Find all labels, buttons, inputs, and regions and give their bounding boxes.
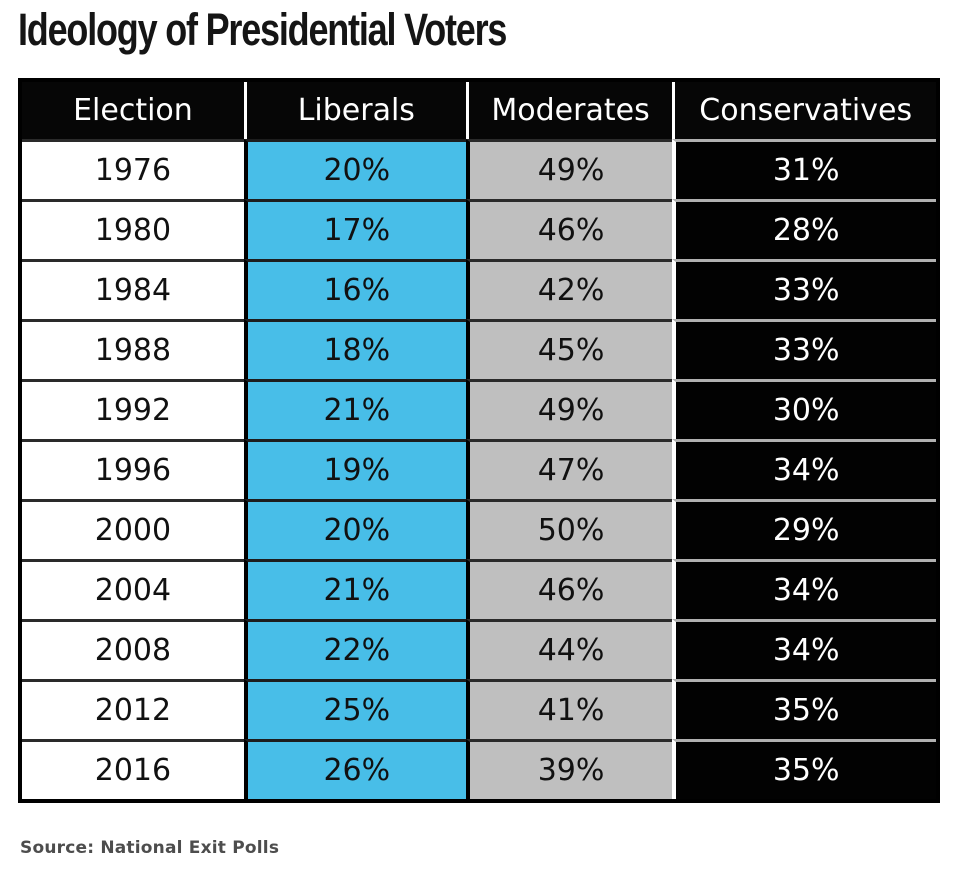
cell-liberals: 19% <box>243 439 466 499</box>
table-row: 1984 16% 42% 33% <box>22 259 936 319</box>
cell-liberals: 16% <box>243 259 466 319</box>
page-title: Ideology of Presidential Voters <box>18 4 507 55</box>
cell-moderates: 47% <box>465 439 673 499</box>
cell-election: 1996 <box>22 439 244 499</box>
source-note: Source: National Exit Polls <box>20 838 280 858</box>
cell-conservatives: 29% <box>672 499 936 559</box>
table-row: 2016 26% 39% 35% <box>22 739 936 799</box>
column-header-election: Election <box>22 82 244 139</box>
cell-liberals: 21% <box>243 379 466 439</box>
cell-conservatives: 35% <box>672 679 936 739</box>
cell-conservatives: 34% <box>672 559 936 619</box>
cell-conservatives: 33% <box>672 259 936 319</box>
cell-liberals: 20% <box>243 139 466 199</box>
table-row: 2012 25% 41% 35% <box>22 679 936 739</box>
cell-liberals: 21% <box>243 559 466 619</box>
cell-moderates: 49% <box>465 379 673 439</box>
cell-conservatives: 34% <box>672 439 936 499</box>
column-header-conservatives: Conservatives <box>672 82 936 139</box>
cell-election: 2016 <box>22 739 244 799</box>
cell-election: 2008 <box>22 619 244 679</box>
cell-liberals: 18% <box>243 319 466 379</box>
column-header-liberals: Liberals <box>243 82 466 139</box>
cell-election: 1992 <box>22 379 244 439</box>
cell-election: 1984 <box>22 259 244 319</box>
cell-moderates: 42% <box>465 259 673 319</box>
table-row: 1996 19% 47% 34% <box>22 439 936 499</box>
cell-conservatives: 33% <box>672 319 936 379</box>
cell-election: 1976 <box>22 139 244 199</box>
cell-moderates: 49% <box>465 139 673 199</box>
table-row: 1980 17% 46% 28% <box>22 199 936 259</box>
column-header-moderates: Moderates <box>465 82 673 139</box>
cell-moderates: 45% <box>465 319 673 379</box>
cell-conservatives: 31% <box>672 139 936 199</box>
table-row: 2004 21% 46% 34% <box>22 559 936 619</box>
table-row: 1976 20% 49% 31% <box>22 139 936 199</box>
table-row: 1992 21% 49% 30% <box>22 379 936 439</box>
table-row: 1988 18% 45% 33% <box>22 319 936 379</box>
cell-liberals: 20% <box>243 499 466 559</box>
cell-liberals: 22% <box>243 619 466 679</box>
cell-election: 2004 <box>22 559 244 619</box>
cell-election: 1980 <box>22 199 244 259</box>
cell-liberals: 25% <box>243 679 466 739</box>
cell-moderates: 41% <box>465 679 673 739</box>
cell-conservatives: 28% <box>672 199 936 259</box>
cell-conservatives: 35% <box>672 739 936 799</box>
cell-conservatives: 30% <box>672 379 936 439</box>
table-row: 2000 20% 50% 29% <box>22 499 936 559</box>
cell-election: 2012 <box>22 679 244 739</box>
cell-moderates: 44% <box>465 619 673 679</box>
cell-liberals: 17% <box>243 199 466 259</box>
table-header-row: Election Liberals Moderates Conservative… <box>22 82 936 139</box>
cell-election: 1988 <box>22 319 244 379</box>
cell-moderates: 46% <box>465 199 673 259</box>
cell-moderates: 50% <box>465 499 673 559</box>
cell-moderates: 46% <box>465 559 673 619</box>
cell-conservatives: 34% <box>672 619 936 679</box>
cell-election: 2000 <box>22 499 244 559</box>
cell-liberals: 26% <box>243 739 466 799</box>
table-body: 1976 20% 49% 31% 1980 17% 46% 28% 1984 16% 42% 33% 1… <box>22 139 936 799</box>
ideology-table: Election Liberals Moderates Conservative… <box>18 78 940 803</box>
cell-moderates: 39% <box>465 739 673 799</box>
table-row: 2008 22% 44% 34% <box>22 619 936 679</box>
